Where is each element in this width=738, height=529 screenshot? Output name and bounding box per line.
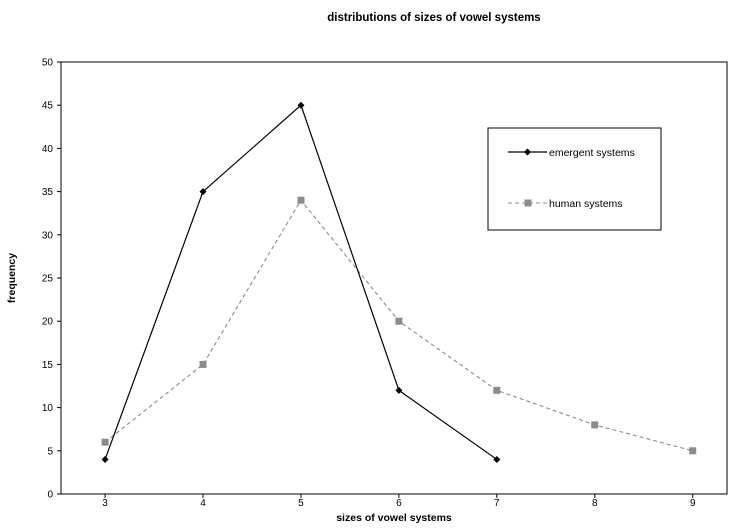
- data-point-human: [297, 196, 305, 204]
- y-tick-label: 50: [42, 58, 54, 69]
- series-line-emergent: [104, 104, 498, 460]
- data-point-human: [591, 421, 599, 429]
- y-axis-label: frequency: [6, 253, 18, 303]
- x-tick-label: 4: [200, 498, 206, 509]
- legend-marker-human: [524, 199, 532, 207]
- x-tick-label: 8: [592, 498, 598, 509]
- series-line-human: [104, 199, 693, 452]
- x-tick-label: 7: [494, 498, 500, 509]
- legend: emergent systems human systems: [487, 127, 662, 231]
- legend-label-human: human systems: [549, 198, 623, 210]
- x-tick-label: 5: [298, 498, 304, 509]
- chart-title: distributions of sizes of vowel systems: [327, 12, 540, 24]
- y-tick-label: 15: [42, 360, 54, 371]
- y-tick-label: 40: [42, 144, 54, 155]
- data-point-human: [689, 447, 697, 455]
- y-tick-label: 25: [42, 274, 54, 285]
- data-point-human: [395, 317, 403, 325]
- y-tick-label: 20: [42, 317, 54, 328]
- data-point-emergent: [395, 386, 403, 394]
- y-tick-label: 10: [42, 403, 54, 414]
- data-point-human: [199, 360, 207, 368]
- data-point-human: [493, 386, 501, 394]
- data-point-emergent: [199, 188, 207, 196]
- legend-box: [487, 127, 662, 231]
- legend-label-emergent: emergent systems: [549, 147, 635, 159]
- y-tick-label: 0: [47, 490, 53, 501]
- data-point-human: [101, 438, 109, 446]
- x-tick-label: 3: [102, 498, 108, 509]
- data-point-emergent: [101, 455, 109, 463]
- y-axis-ticks: 0 5 10 15 20 25 30 35 40 45 50: [42, 58, 61, 501]
- legend-marker-emergent: [524, 148, 531, 156]
- data-point-emergent: [493, 455, 501, 463]
- x-tick-label: 6: [396, 498, 402, 509]
- data-point-emergent: [297, 101, 305, 109]
- y-tick-label: 35: [42, 187, 54, 198]
- x-axis-label: sizes of vowel systems: [336, 512, 452, 524]
- x-axis-ticks: 3 4 5 6 7 8 9: [102, 494, 696, 509]
- y-tick-label: 30: [42, 230, 54, 241]
- x-tick-label: 9: [690, 498, 696, 509]
- series-layer: [101, 101, 697, 463]
- y-tick-label: 5: [47, 446, 53, 457]
- y-tick-label: 45: [42, 101, 54, 112]
- plot-area: [60, 61, 728, 495]
